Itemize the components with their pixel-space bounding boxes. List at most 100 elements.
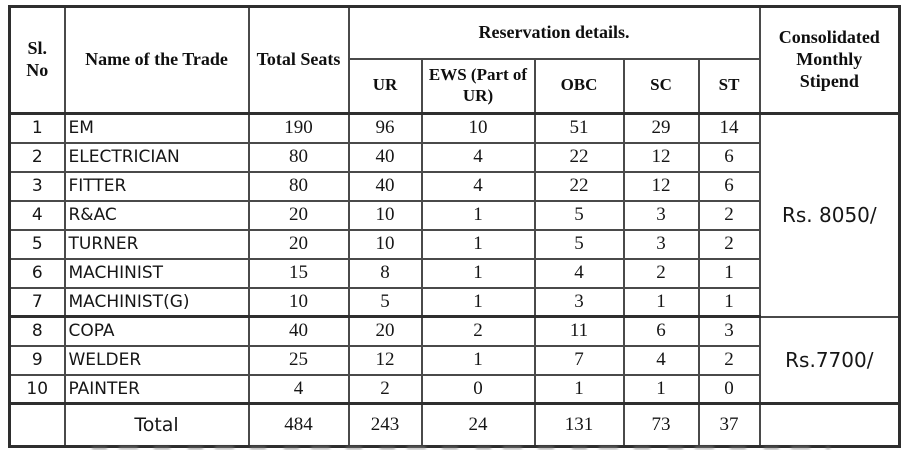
cell-total-seats: 20 (247, 199, 350, 231)
cell-ur: 10 (347, 199, 423, 231)
cell-sl-no: 1 (8, 112, 66, 144)
cell-obc: 22 (533, 141, 625, 173)
total-sc: 73 (622, 402, 700, 448)
table-row: 5 TURNER 20 10 1 5 3 2 (8, 228, 900, 260)
cutoff-text-artifact (92, 446, 830, 450)
cell-total-seats: 80 (247, 170, 350, 202)
cell-st: 6 (697, 170, 761, 202)
cell-sl-no: 3 (8, 170, 66, 202)
table-row: 1 EM 190 96 10 51 29 14 Rs. 8050/ (8, 112, 901, 318)
header-sc: SC (622, 57, 700, 115)
cell-sl-no: 2 (8, 141, 66, 173)
table-row: 10 PAINTER 4 2 0 1 1 0 (8, 373, 900, 405)
cell-ews: 1 (420, 286, 536, 318)
header-obc: OBC (533, 57, 625, 115)
cell-st: 1 (697, 286, 761, 318)
cell-monthly-stipend: Rs.7700/ (758, 315, 901, 405)
cell-monthly-stipend: Rs. 8050/ (758, 112, 901, 318)
cell-trade-name: MACHINIST (63, 257, 250, 289)
cell-trade-name: WELDER (63, 344, 250, 376)
total-st: 37 (697, 402, 761, 448)
header-consolidated-stipend: Consolidated Monthly Stipend (758, 5, 901, 115)
cell-total-seats: 15 (247, 257, 350, 289)
cell-obc: 4 (533, 257, 625, 289)
cell-total-seats: 10 (247, 286, 350, 318)
header-row-main: Sl. No Name of the Trade Total Seats Res… (8, 5, 901, 115)
cell-st: 2 (697, 228, 761, 260)
cell-sc: 2 (622, 257, 700, 289)
total-label: Total (63, 402, 250, 448)
total-ews: 24 (420, 402, 536, 448)
cell-total-seats: 20 (247, 228, 350, 260)
cell-st: 0 (697, 373, 761, 405)
cell-ews: 10 (420, 112, 536, 144)
header-ur: UR (347, 57, 423, 115)
cell-obc: 7 (533, 344, 625, 376)
cell-st: 2 (697, 199, 761, 231)
table-row: 8 COPA 40 20 2 11 6 3 Rs.7700/ (8, 315, 901, 405)
cell-ews: 0 (420, 373, 536, 405)
trades-reservation-table: Sl. No Name of the Trade Total Seats Res… (8, 5, 901, 448)
cell-total-seats: 4 (247, 373, 350, 405)
cell-ur: 96 (347, 112, 423, 144)
header-row-sub: UR EWS (Part of UR) OBC SC ST (10, 57, 900, 115)
cell-obc: 1 (533, 373, 625, 405)
table-row: 3 FITTER 80 40 4 22 12 6 (8, 170, 900, 202)
cell-ews: 4 (420, 141, 536, 173)
cell-obc: 11 (533, 315, 625, 347)
cell-ur: 2 (347, 373, 423, 405)
cell-st: 14 (697, 112, 761, 144)
cell-trade-name: PAINTER (63, 373, 250, 405)
cell-trade-name: R&AC (63, 199, 250, 231)
cell-obc: 3 (533, 286, 625, 318)
table-row: 9 WELDER 25 12 1 7 4 2 (8, 344, 900, 376)
cell-sc: 29 (622, 112, 700, 144)
cell-sl-no: 4 (8, 199, 66, 231)
cell-ews: 4 (420, 170, 536, 202)
cell-obc: 5 (533, 228, 625, 260)
header-trade-name: Name of the Trade (63, 5, 250, 115)
cell-st: 6 (697, 141, 761, 173)
cell-sl-no: 6 (8, 257, 66, 289)
cell-ews: 1 (420, 228, 536, 260)
cell-sc: 3 (622, 199, 700, 231)
cell-sc: 1 (622, 286, 700, 318)
cell-sc: 12 (622, 170, 700, 202)
header-reservation-details: Reservation details. (347, 5, 761, 60)
cell-ews: 1 (420, 199, 536, 231)
total-ur: 243 (347, 402, 423, 448)
cell-ur: 40 (347, 141, 423, 173)
cell-total-seats: 40 (247, 315, 350, 347)
cell-trade-name: EM (63, 112, 250, 144)
total-empty-stipend-cell (758, 402, 901, 448)
total-obc: 131 (533, 402, 625, 448)
cell-ews: 1 (420, 257, 536, 289)
cell-sl-no: 7 (8, 286, 66, 318)
cell-sc: 12 (622, 141, 700, 173)
cell-ews: 1 (420, 344, 536, 376)
cell-obc: 51 (533, 112, 625, 144)
header-st: ST (697, 57, 761, 115)
cell-st: 1 (697, 257, 761, 289)
cell-obc: 5 (533, 199, 625, 231)
total-row: Total 484 243 24 131 73 37 (8, 402, 901, 448)
cell-trade-name: FITTER (63, 170, 250, 202)
table-footer: Total 484 243 24 131 73 37 (8, 402, 901, 448)
cell-ur: 12 (347, 344, 423, 376)
cell-trade-name: MACHINIST(G) (63, 286, 250, 318)
cell-sc: 3 (622, 228, 700, 260)
total-empty-sl-cell (8, 402, 66, 448)
cell-trade-name: COPA (63, 315, 250, 347)
cell-trade-name: ELECTRICIAN (63, 141, 250, 173)
table-row: 6 MACHINIST 15 8 1 4 2 1 (8, 257, 900, 289)
header-sl-no: Sl. No (8, 5, 66, 115)
cell-sl-no: 9 (8, 344, 66, 376)
table-header: Sl. No Name of the Trade Total Seats Res… (8, 5, 901, 115)
cell-sc: 1 (622, 373, 700, 405)
cell-total-seats: 25 (247, 344, 350, 376)
cell-sl-no: 8 (8, 315, 66, 347)
cell-total-seats: 80 (247, 141, 350, 173)
cell-ur: 40 (347, 170, 423, 202)
cell-ur: 8 (347, 257, 423, 289)
